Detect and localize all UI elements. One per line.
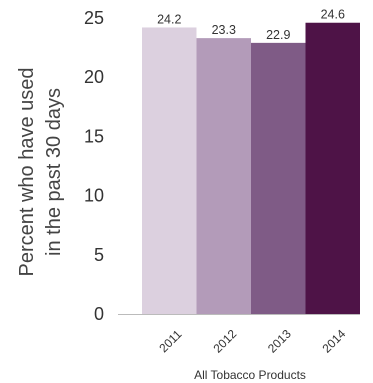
x-axis-tick-labels: 2011 2012 2013 2014 <box>156 327 348 356</box>
y-tick-label: 15 <box>84 126 104 146</box>
data-label-2014: 24.6 <box>321 8 345 22</box>
y-axis-title: Percent who have used in the past 30 day… <box>16 67 65 276</box>
x-axis-title: All Tobacco Products <box>194 368 306 382</box>
bar-2012 <box>196 38 251 315</box>
data-label-2012: 23.3 <box>212 23 236 37</box>
x-tick-label-2011: 2011 <box>156 327 184 355</box>
x-tick-label-2014: 2014 <box>320 327 349 356</box>
y-axis-ticks: 0 5 10 15 20 25 <box>84 8 104 324</box>
bar-2013 <box>251 42 306 314</box>
y-tick-label: 10 <box>84 186 104 206</box>
y-tick-label: 5 <box>94 245 104 265</box>
x-tick-label-2012: 2012 <box>211 327 240 356</box>
y-tick-label: 20 <box>84 67 104 87</box>
bar-2014 <box>305 22 360 315</box>
data-label-2011: 24.2 <box>157 12 181 26</box>
bar-2011 <box>142 27 197 315</box>
y-tick-label: 0 <box>94 304 104 324</box>
data-label-2013: 22.9 <box>266 28 290 42</box>
y-axis-title-line-1: Percent who have used <box>16 67 38 276</box>
bars <box>142 22 360 315</box>
y-axis-title-line-2: in the past 30 days <box>43 88 65 256</box>
data-labels: 24.2 23.3 22.9 24.6 <box>157 8 345 42</box>
y-tick-label: 25 <box>84 8 104 28</box>
x-tick-label-2013: 2013 <box>265 327 294 356</box>
